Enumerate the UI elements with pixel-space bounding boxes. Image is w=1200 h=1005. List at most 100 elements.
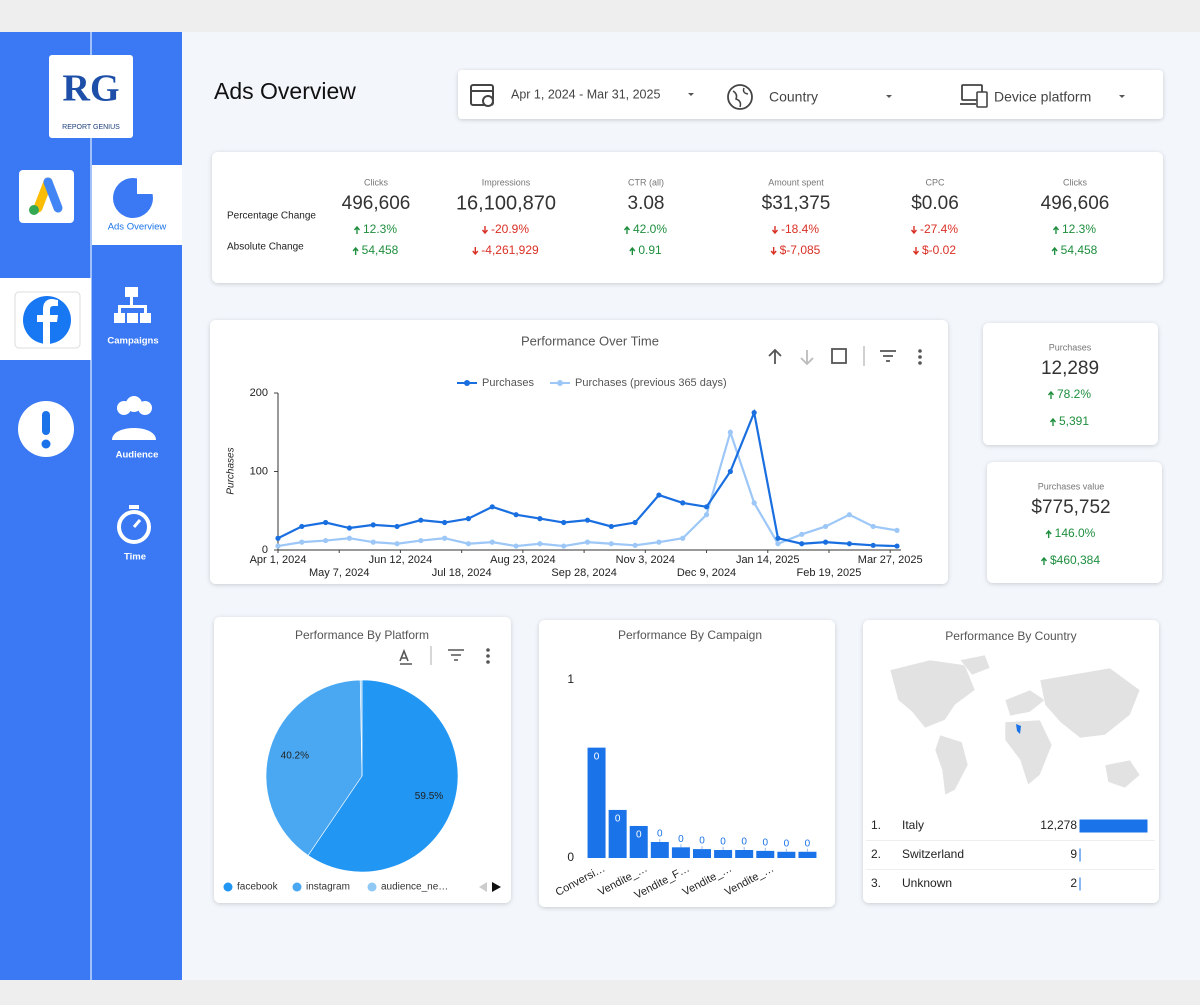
- series-point: [275, 535, 281, 541]
- metric-value: 12,289: [1041, 358, 1099, 379]
- dot: [918, 361, 922, 365]
- nav-label[interactable]: Audience: [116, 450, 159, 461]
- y-tick-label: 100: [250, 465, 268, 477]
- y-tick-label: 0: [567, 850, 574, 864]
- bar: [629, 825, 648, 858]
- nav-icon-part: [112, 428, 156, 440]
- legend-label: audience_ne…: [381, 882, 448, 893]
- row-label: Absolute Change: [227, 242, 304, 253]
- x-tick-label: Mar 27, 2025: [858, 554, 923, 566]
- device-filter[interactable]: Device platform: [994, 89, 1091, 105]
- trend-arrow: [353, 225, 361, 234]
- pie-slice: [307, 679, 459, 873]
- series-point: [346, 535, 353, 541]
- legend-label: Purchases (previous 365 days): [575, 377, 727, 389]
- country: Unknown: [902, 876, 952, 890]
- filter-icon[interactable]: [880, 350, 896, 362]
- dropdown-arrow: [688, 93, 694, 96]
- pie-slice: [265, 679, 363, 856]
- metric-change: 54,458: [1061, 243, 1098, 257]
- series-point: [442, 535, 448, 541]
- more-icon[interactable]: [486, 648, 490, 664]
- row-label: Percentage Change: [227, 211, 316, 222]
- slice-label: 59.5%: [415, 791, 443, 802]
- trend-arrow: [472, 247, 479, 256]
- series-point: [894, 527, 900, 533]
- date-filter[interactable]: Apr 1, 2024 - Mar 31, 2025: [511, 87, 660, 101]
- filter-icon[interactable]: [448, 649, 464, 661]
- icon-part: [482, 95, 494, 107]
- map-italy: [1016, 724, 1021, 734]
- map-north-america: [889, 659, 976, 729]
- metric-change: 42.0%: [633, 222, 667, 236]
- metric-name: Clicks: [1063, 177, 1087, 187]
- alert-icon: [42, 411, 50, 435]
- metric-change: $460,384: [1050, 553, 1100, 567]
- series-point: [632, 519, 638, 526]
- series-point: [584, 539, 591, 545]
- trend-arrow: [1047, 390, 1055, 399]
- map-australia: [1104, 759, 1141, 789]
- legend-prev[interactable]: [479, 882, 487, 892]
- series-point: [299, 523, 305, 530]
- x-tick-label: Feb 19, 2025: [797, 567, 862, 579]
- globe-icon: [732, 87, 749, 108]
- x-tick-label: Nov 3, 2024: [616, 554, 675, 566]
- metric-change: $-7,085: [780, 243, 821, 257]
- legend-dot: [223, 882, 233, 892]
- legend-next[interactable]: [492, 882, 501, 892]
- bar-value-label: 0: [784, 838, 790, 849]
- series-point: [799, 541, 805, 547]
- facebook-f: [37, 299, 58, 344]
- nav-icon-part: [118, 305, 121, 313]
- series-point: [822, 523, 829, 530]
- world-map: [889, 654, 1141, 796]
- series-point: [846, 541, 852, 547]
- globe-icon: [727, 84, 753, 110]
- bar: [798, 851, 817, 858]
- series-point: [299, 539, 305, 545]
- more-icon[interactable]: [918, 349, 922, 365]
- country-filter[interactable]: Country: [769, 89, 818, 105]
- nav-icon-part: [126, 396, 142, 412]
- metric-change: -4,261,929: [481, 243, 539, 257]
- metric-change: 5,391: [1059, 414, 1089, 428]
- series-point: [489, 539, 495, 545]
- bar: [693, 849, 711, 858]
- dropdown-arrow: [886, 95, 892, 98]
- series-point: [442, 519, 448, 526]
- trend-arrow: [629, 246, 636, 255]
- chart-title: Performance Over Time: [521, 333, 659, 348]
- series-point: [751, 500, 757, 506]
- calendar-icon: [470, 84, 494, 107]
- series-point: [608, 541, 614, 547]
- bar: [608, 809, 627, 858]
- series-point: [513, 512, 519, 518]
- pie-slice: [359, 679, 363, 777]
- map-south-america: [934, 734, 969, 796]
- trend-arrow: [1052, 225, 1060, 234]
- sort-icon[interactable]: [399, 648, 412, 665]
- legend-label: facebook: [237, 882, 279, 893]
- series-point: [656, 492, 662, 498]
- chart-icon[interactable]: [831, 348, 847, 364]
- nav-label[interactable]: Campaigns: [107, 336, 158, 347]
- metric-value: 496,606: [342, 193, 411, 214]
- x-tick-label: Dec 9, 2024: [677, 567, 736, 579]
- side-scorecard: [983, 323, 1158, 445]
- legend-label: Purchases: [482, 377, 534, 389]
- series-point: [394, 523, 400, 530]
- series-point: [370, 522, 376, 528]
- country-value: 12,278: [1040, 818, 1077, 832]
- trend-arrow: [1049, 417, 1057, 426]
- chart-toolbar: [768, 346, 896, 366]
- legend-dot: [292, 882, 302, 892]
- metric-change: 54,458: [362, 243, 399, 257]
- bar-value-label: 0: [699, 836, 705, 847]
- sort-down-icon[interactable]: [800, 350, 814, 366]
- nav-label[interactable]: Time: [124, 552, 146, 563]
- sort-up-icon[interactable]: [768, 348, 782, 364]
- nav-label[interactable]: Ads Overview: [108, 222, 167, 233]
- metric-change: 12.3%: [1062, 222, 1096, 236]
